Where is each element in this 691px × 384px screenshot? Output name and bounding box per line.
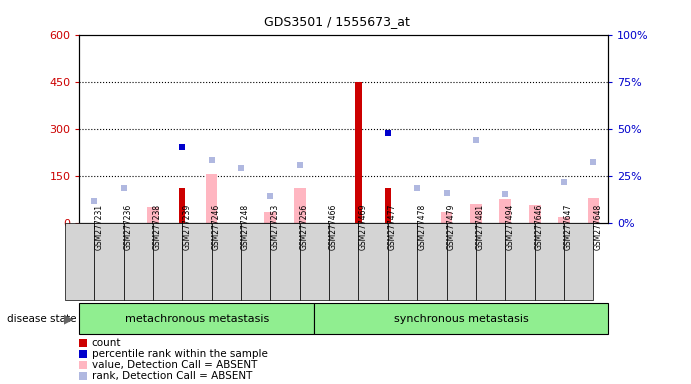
Text: GSM277494: GSM277494 — [505, 204, 514, 250]
Text: rank, Detection Call = ABSENT: rank, Detection Call = ABSENT — [91, 371, 252, 381]
Text: GSM277236: GSM277236 — [124, 204, 133, 250]
Bar — [206, 174, 218, 223]
Text: percentile rank within the sample: percentile rank within the sample — [91, 349, 267, 359]
Bar — [441, 212, 453, 223]
Bar — [329, 223, 359, 300]
Bar — [587, 198, 599, 223]
Bar — [65, 223, 94, 300]
Text: GSM277481: GSM277481 — [476, 204, 485, 250]
Text: GSM277478: GSM277478 — [417, 204, 426, 250]
Bar — [505, 223, 535, 300]
Bar — [385, 188, 391, 223]
Text: GSM277238: GSM277238 — [153, 204, 162, 250]
Text: GSM277646: GSM277646 — [535, 204, 544, 250]
Bar — [79, 303, 314, 334]
Text: count: count — [91, 338, 121, 348]
Text: GSM277469: GSM277469 — [359, 204, 368, 250]
Bar — [79, 350, 87, 358]
Bar — [294, 188, 305, 223]
Bar — [147, 207, 159, 223]
Bar — [500, 199, 511, 223]
Bar — [94, 223, 124, 300]
Bar — [476, 223, 505, 300]
Text: GSM277477: GSM277477 — [388, 204, 397, 250]
Bar — [470, 204, 482, 223]
Bar — [79, 372, 87, 380]
Bar — [417, 223, 446, 300]
Bar — [446, 223, 476, 300]
Text: disease state: disease state — [7, 314, 77, 324]
Bar — [79, 339, 87, 347]
Bar — [153, 223, 182, 300]
Bar — [179, 188, 185, 223]
Bar — [124, 223, 153, 300]
Bar — [79, 361, 87, 369]
Bar — [359, 223, 388, 300]
Text: GSM277239: GSM277239 — [182, 204, 191, 250]
Bar — [241, 223, 270, 300]
Bar — [564, 223, 594, 300]
Bar — [535, 223, 564, 300]
Text: synchronous metastasis: synchronous metastasis — [394, 314, 529, 324]
Text: GSM277647: GSM277647 — [564, 204, 573, 250]
Text: GSM277253: GSM277253 — [270, 204, 279, 250]
Text: GSM277466: GSM277466 — [329, 204, 338, 250]
Bar — [314, 303, 608, 334]
Text: GSM277648: GSM277648 — [594, 204, 603, 250]
Bar — [265, 212, 276, 223]
Text: GDS3501 / 1555673_at: GDS3501 / 1555673_at — [265, 15, 410, 28]
Text: GSM277231: GSM277231 — [94, 204, 103, 250]
Text: GSM277256: GSM277256 — [300, 204, 309, 250]
Bar — [558, 217, 570, 223]
Bar — [529, 205, 540, 223]
Bar — [182, 223, 211, 300]
Bar — [355, 82, 361, 223]
Bar — [270, 223, 300, 300]
Bar — [388, 223, 417, 300]
Text: GSM277248: GSM277248 — [241, 204, 250, 250]
Bar — [211, 223, 241, 300]
Text: metachronous metastasis: metachronous metastasis — [125, 314, 269, 324]
Text: value, Detection Call = ABSENT: value, Detection Call = ABSENT — [91, 360, 257, 370]
Text: GSM277479: GSM277479 — [446, 204, 455, 250]
Bar — [300, 223, 329, 300]
Text: GSM277246: GSM277246 — [211, 204, 220, 250]
Text: ▶: ▶ — [64, 312, 74, 325]
